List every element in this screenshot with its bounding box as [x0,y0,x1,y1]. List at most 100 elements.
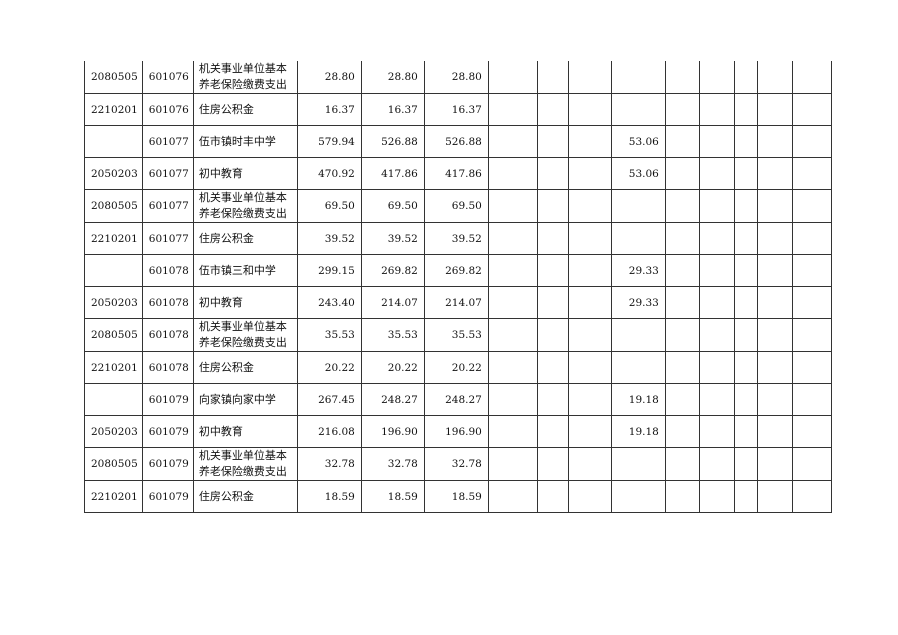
table-row: 601078 伍市镇三和中学 299.15 269.82 269.82 29.33 [84,254,832,287]
unit-code-cell: 601076 [141,61,194,94]
basic-expense-cell: 32.78 [360,447,425,481]
empty-cell [664,318,700,352]
basic-subtotal-cell: 69.50 [423,189,489,223]
empty-cell [567,93,612,126]
empty-cell [664,480,700,513]
empty-cell [791,286,832,319]
basic-expense-cell: 248.27 [360,383,425,416]
empty-cell [791,61,832,94]
unit-code-cell: 601077 [141,189,194,223]
item-name-cell: 机关事业单位基本养老保险缴费支出 [192,189,298,223]
basic-subtotal-cell: 417.86 [423,157,489,190]
empty-cell [487,447,538,481]
basic-expense-cell: 526.88 [360,125,425,158]
empty-cell [698,254,735,287]
empty-cell [567,157,612,190]
empty-cell [664,254,700,287]
project-expense-cell: 29.33 [610,254,666,287]
project-expense-cell [610,61,666,94]
empty-cell [664,93,700,126]
empty-cell [664,157,700,190]
empty-cell [487,93,538,126]
table-row: 2050203 601079 初中教育 216.08 196.90 196.90 19.18 [84,415,832,448]
empty-cell [536,286,569,319]
total-cell: 35.53 [296,318,362,352]
empty-cell [756,189,793,223]
basic-expense-cell: 39.52 [360,222,425,255]
item-name-cell: 机关事业单位基本养老保险缴费支出 [192,447,298,481]
budget-table: 2080505 601076 机关事业单位基本养老保险缴费支出 28.80 28.80 2… [84,61,832,513]
empty-cell [536,383,569,416]
empty-cell [733,480,758,513]
basic-subtotal-cell: 16.37 [423,93,489,126]
empty-cell [536,93,569,126]
empty-cell [487,383,538,416]
empty-cell [567,254,612,287]
empty-cell [536,318,569,352]
empty-cell [698,351,735,384]
empty-cell [567,415,612,448]
basic-subtotal-cell: 35.53 [423,318,489,352]
empty-cell [791,383,832,416]
function-code-cell: 2210201 [84,93,143,126]
empty-cell [791,351,832,384]
empty-cell [791,222,832,255]
empty-cell [698,93,735,126]
empty-cell [536,480,569,513]
basic-subtotal-cell: 18.59 [423,480,489,513]
item-name-cell: 初中教育 [192,415,298,448]
function-code-cell [84,383,143,416]
empty-cell [756,383,793,416]
total-cell: 28.80 [296,61,362,94]
project-expense-cell [610,480,666,513]
empty-cell [664,447,700,481]
basic-subtotal-cell: 32.78 [423,447,489,481]
empty-cell [664,286,700,319]
empty-cell [733,351,758,384]
unit-code-cell: 601076 [141,93,194,126]
table-row: 2210201 601079 住房公积金 18.59 18.59 18.59 [84,480,832,513]
table-row: 2210201 601078 住房公积金 20.22 20.22 20.22 [84,351,832,384]
project-expense-cell [610,318,666,352]
empty-cell [791,93,832,126]
empty-cell [733,157,758,190]
function-code-cell: 2050203 [84,286,143,319]
table-row: 2080505 601078 机关事业单位基本养老保险缴费支出 35.53 35.53 3… [84,318,832,352]
empty-cell [487,351,538,384]
empty-cell [698,447,735,481]
empty-cell [567,447,612,481]
empty-cell [756,93,793,126]
item-name-cell: 住房公积金 [192,351,298,384]
item-name-cell: 伍市镇三和中学 [192,254,298,287]
function-code-cell: 2080505 [84,318,143,352]
empty-cell [487,318,538,352]
function-code-cell [84,254,143,287]
function-code-cell: 2080505 [84,189,143,223]
empty-cell [567,189,612,223]
empty-cell [698,125,735,158]
empty-cell [487,254,538,287]
empty-cell [664,222,700,255]
unit-code-cell: 601079 [141,383,194,416]
empty-cell [536,189,569,223]
empty-cell [698,383,735,416]
empty-cell [791,157,832,190]
empty-cell [791,189,832,223]
function-code-cell: 2210201 [84,480,143,513]
basic-subtotal-cell: 214.07 [423,286,489,319]
item-name-cell: 伍市镇时丰中学 [192,125,298,158]
project-expense-cell [610,351,666,384]
table-row: 2080505 601076 机关事业单位基本养老保险缴费支出 28.80 28.80 2… [84,61,832,94]
unit-code-cell: 601079 [141,447,194,481]
function-code-cell: 2080505 [84,61,143,94]
basic-subtotal-cell: 28.80 [423,61,489,94]
empty-cell [791,125,832,158]
empty-cell [756,222,793,255]
project-expense-cell [610,447,666,481]
basic-subtotal-cell: 20.22 [423,351,489,384]
empty-cell [698,318,735,352]
empty-cell [698,415,735,448]
empty-cell [487,480,538,513]
unit-code-cell: 601078 [141,254,194,287]
function-code-cell: 2210201 [84,351,143,384]
